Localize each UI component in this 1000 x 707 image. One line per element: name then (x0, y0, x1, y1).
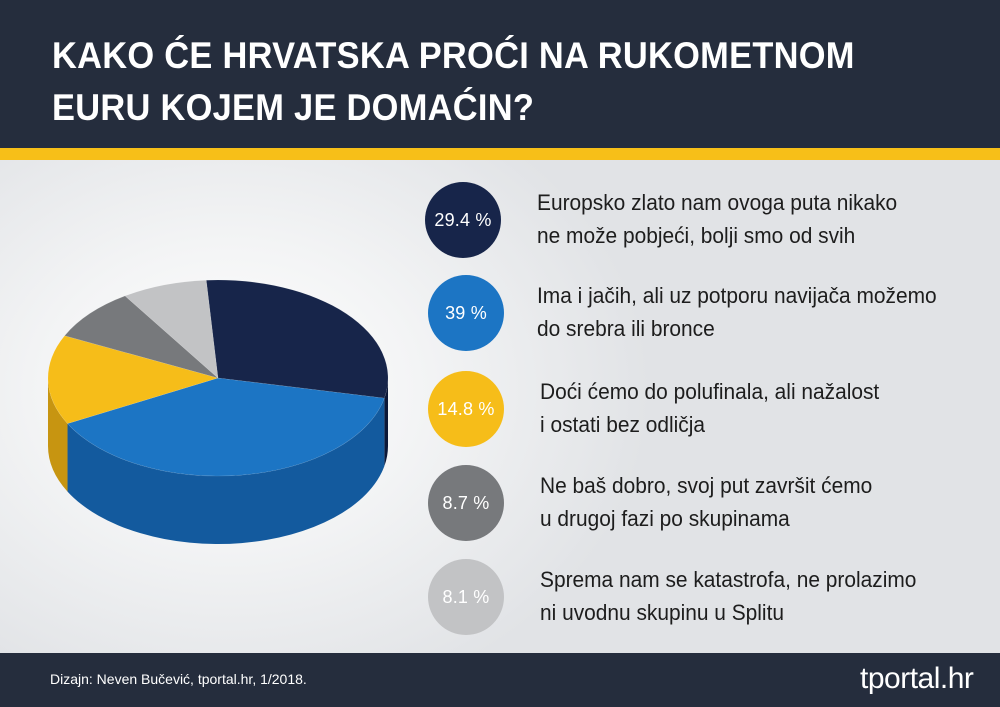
value-badge: 8.1 % (428, 559, 504, 635)
design-credit: Dizajn: Neven Bučević, tportal.hr, 1/201… (50, 671, 307, 687)
pie-side-walls (48, 378, 388, 544)
footer-bar: Dizajn: Neven Bučević, tportal.hr, 1/201… (0, 653, 1000, 707)
brand-logo: tportal.hr (860, 662, 974, 696)
accent-stripe (0, 148, 1000, 160)
logo-main: tportal (860, 662, 940, 695)
answer-text: Ne baš dobro, svoj put završit ćemo u dr… (540, 469, 958, 535)
logo-tld: .hr (939, 662, 974, 695)
pie-slice-side (48, 378, 68, 492)
legend-item: 8.1 % Sprema nam se katastrofa, ne prola… (0, 554, 1000, 644)
answer-line: ni uvodnu skupinu u Splitu (540, 600, 785, 625)
answer-line: Ima i jačih, ali uz potporu navijača mož… (537, 283, 937, 308)
title-line-1: KAKO ĆE HRVATSKA PROĆI NA RUKOMETNOM (52, 35, 855, 76)
answer-text: Europsko zlato nam ovoga puta nikako ne … (537, 186, 955, 252)
answer-text: Sprema nam se katastrofa, ne prolazimo n… (540, 563, 958, 629)
pie-slice (205, 279, 389, 399)
value-badge: 8.7 % (428, 465, 504, 541)
answer-line: ne može pobjeći, bolji smo od svih (537, 223, 856, 248)
pie-slice (47, 335, 220, 424)
legend-item: 14.8 % Doći ćemo do polufinala, ali naža… (0, 366, 1000, 456)
value-badge: 14.8 % (428, 371, 504, 447)
answer-line: Sprema nam se katastrofa, ne prolazimo (540, 567, 917, 592)
answer-line: do srebra ili bronce (537, 316, 715, 341)
answer-line: Doći ćemo do polufinala, ali nažalost (540, 379, 880, 404)
pie-slices (47, 279, 389, 477)
chart-area: 29.4 % Europsko zlato nam ovoga puta nik… (0, 160, 1000, 653)
legend-item: 29.4 % Europsko zlato nam ovoga puta nik… (0, 177, 1000, 267)
value-badge: 39 % (428, 275, 504, 351)
pie-slice-side (384, 378, 388, 467)
answer-line: Ne baš dobro, svoj put završit ćemo (540, 473, 873, 498)
answer-line: Europsko zlato nam ovoga puta nikako (537, 190, 898, 215)
answer-line: i ostati bez odličja (540, 412, 705, 437)
legend-item: 8.7 % Ne baš dobro, svoj put završit ćem… (0, 460, 1000, 550)
legend: 29.4 % Europsko zlato nam ovoga puta nik… (0, 160, 1000, 653)
value-badge: 29.4 % (425, 182, 501, 258)
answer-text: Ima i jačih, ali uz potporu navijača mož… (537, 279, 955, 345)
pie-chart (47, 279, 389, 544)
pie-slice-side (67, 398, 385, 544)
answer-line: u drugoj fazi po skupinama (540, 506, 790, 531)
pie-slice (64, 295, 219, 379)
page-title: KAKO ĆE HRVATSKA PROĆI NA RUKOMETNOM EUR… (52, 30, 889, 134)
pie-slice (66, 377, 385, 477)
pie-slice (124, 279, 219, 379)
header-bar: KAKO ĆE HRVATSKA PROĆI NA RUKOMETNOM EUR… (0, 0, 1000, 148)
title-line-2: EURU KOJEM JE DOMAĆIN? (52, 87, 535, 128)
answer-text: Doći ćemo do polufinala, ali nažalost i … (540, 375, 958, 441)
legend-item: 39 % Ima i jačih, ali uz potporu navijač… (0, 270, 1000, 360)
